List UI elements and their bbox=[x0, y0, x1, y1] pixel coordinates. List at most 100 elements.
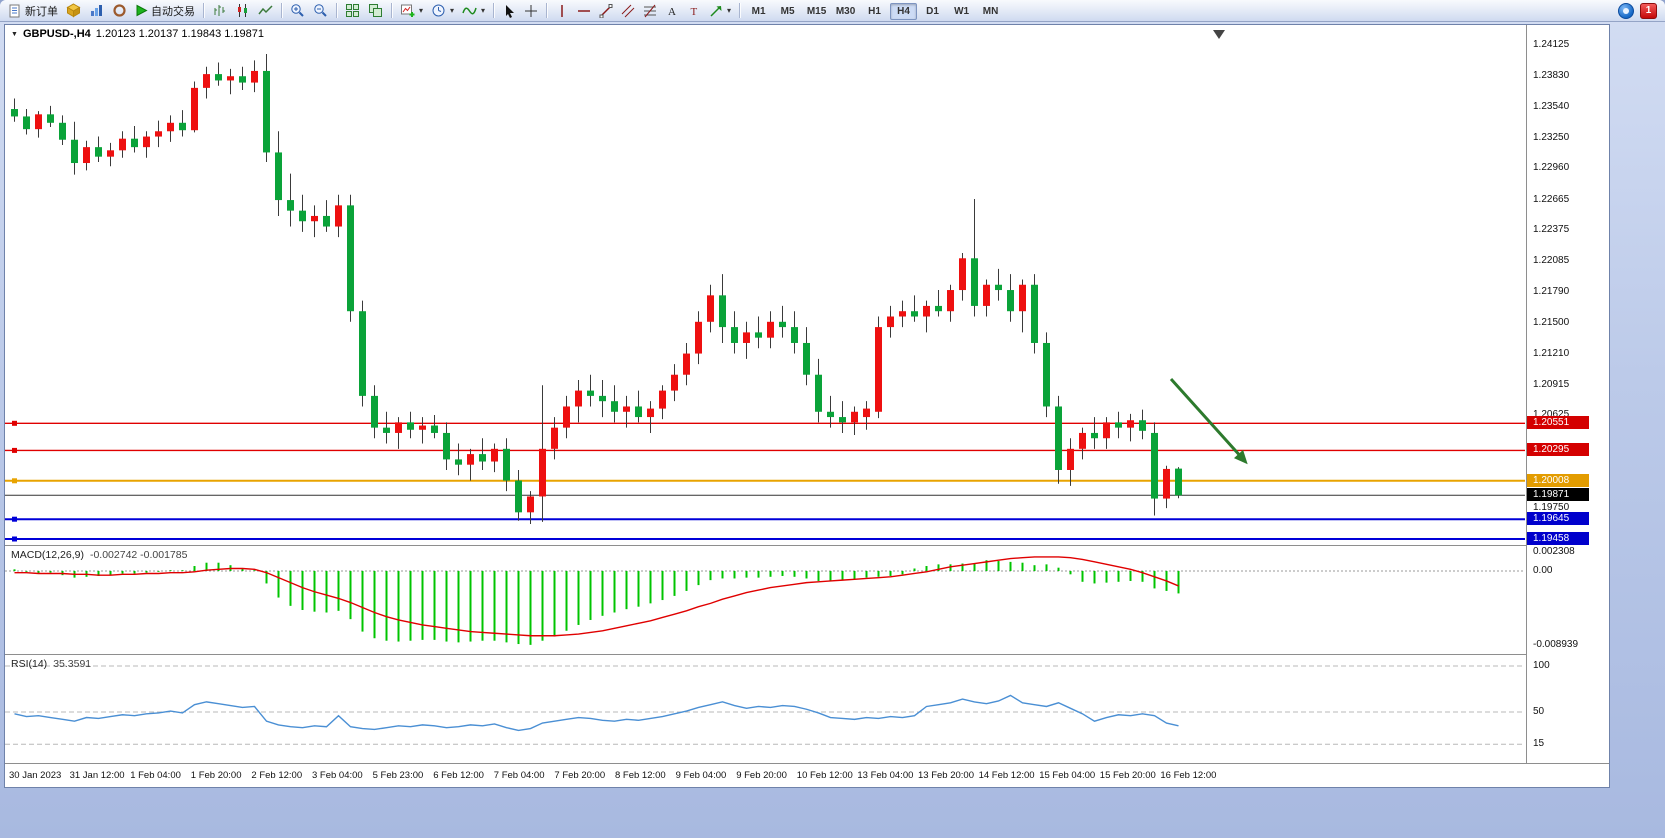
new-order-button[interactable]: 新订单 bbox=[4, 1, 62, 20]
price-tag: 1.20295 bbox=[1527, 443, 1589, 457]
price-tag: 1.20008 bbox=[1527, 473, 1589, 487]
play-icon bbox=[136, 4, 148, 17]
rsi-chart-canvas[interactable] bbox=[5, 656, 1525, 762]
timeframe-mn-button[interactable]: MN bbox=[977, 3, 1004, 20]
tile-windows-icon bbox=[346, 4, 359, 17]
chart-menu-icon[interactable]: ▼ bbox=[11, 30, 18, 38]
timeframe-d1-button[interactable]: D1 bbox=[919, 3, 946, 20]
gold-cube-icon bbox=[66, 3, 81, 18]
label-button[interactable]: T bbox=[683, 1, 705, 20]
time-label: 8 Feb 12:00 bbox=[615, 770, 666, 781]
auto-trading-button[interactable]: 自动交易 bbox=[131, 1, 199, 20]
time-label: 7 Feb 20:00 bbox=[554, 770, 606, 781]
ring-icon bbox=[113, 4, 126, 17]
fibonacci-button[interactable] bbox=[639, 1, 661, 20]
candlestick-type-button[interactable] bbox=[231, 1, 254, 20]
time-label: 7 Feb 04:00 bbox=[493, 770, 545, 781]
svg-text:A: A bbox=[668, 6, 676, 18]
macd-values: -0.002742 -0.001785 bbox=[89, 549, 188, 561]
tile-windows-button[interactable] bbox=[341, 1, 364, 20]
time-label: 14 Feb 12:00 bbox=[978, 770, 1035, 781]
clock-icon bbox=[432, 4, 445, 17]
price-tag: 1.19645 bbox=[1527, 512, 1589, 526]
trendline-icon bbox=[599, 3, 613, 18]
indicators-button[interactable]: ▾ bbox=[458, 1, 489, 20]
label-icon: T bbox=[691, 6, 698, 18]
time-label: 15 Feb 04:00 bbox=[1039, 770, 1096, 781]
macd-axis-label: 0.00 bbox=[1533, 565, 1553, 576]
price-axis-label: 1.23540 bbox=[1533, 100, 1570, 112]
trendline-button[interactable] bbox=[595, 1, 617, 20]
time-label: 1 Feb 20:00 bbox=[190, 770, 242, 781]
channel-button[interactable] bbox=[617, 1, 639, 20]
panel-divider[interactable] bbox=[5, 654, 1609, 655]
community-button[interactable] bbox=[1618, 2, 1634, 19]
bar-chart-icon bbox=[214, 5, 225, 16]
time-label: 1 Feb 04:00 bbox=[130, 770, 181, 781]
channel-icon bbox=[621, 4, 635, 17]
profiles-button[interactable]: ▾ bbox=[427, 1, 458, 20]
price-axis-label: 1.19750 bbox=[1533, 502, 1570, 514]
bar-chart-type-button[interactable] bbox=[208, 1, 231, 20]
arrows-button[interactable]: ▾ bbox=[705, 1, 735, 20]
horizontal-line-button[interactable] bbox=[573, 1, 595, 20]
time-label: 6 Feb 12:00 bbox=[433, 770, 484, 781]
timeframe-h1-button[interactable]: H1 bbox=[861, 3, 888, 20]
text-icon: A bbox=[668, 6, 676, 18]
time-axis[interactable]: 30 Jan 2023 31 Jan 12:00 1 Feb 04:00 1 Feb … bbox=[5, 763, 1609, 787]
price-tag: 1.19871 bbox=[1527, 488, 1589, 502]
indicators-icon bbox=[462, 7, 477, 15]
macd-chart-canvas[interactable] bbox=[5, 547, 1525, 653]
cascade-windows-button[interactable] bbox=[364, 1, 387, 20]
line-chart-type-button[interactable] bbox=[254, 1, 277, 20]
new-chart-button[interactable]: ▾ bbox=[396, 1, 427, 20]
timeframe-m30-button[interactable]: M30 bbox=[832, 3, 859, 20]
time-label: 13 Feb 04:00 bbox=[857, 770, 914, 781]
toolbar-separator bbox=[493, 3, 495, 18]
gold-cube-button[interactable] bbox=[62, 1, 85, 20]
vertical-line-button[interactable] bbox=[551, 1, 573, 20]
text-button[interactable]: A bbox=[661, 1, 683, 20]
dropdown-caret-icon: ▾ bbox=[450, 6, 455, 15]
chart-symbol: GBPUSD-,H4 bbox=[22, 28, 91, 40]
toolbar-separator bbox=[336, 3, 337, 18]
rsi-name: RSI(14) bbox=[11, 658, 48, 670]
cursor-button[interactable] bbox=[498, 1, 520, 20]
macd-name: MACD(12,26,9) bbox=[11, 549, 84, 561]
macd-label: MACD(12,26,9) -0.002742 -0.001785 bbox=[11, 549, 187, 561]
time-label: 30 Jan 2023 bbox=[9, 770, 62, 781]
price-axis-label: 1.24125 bbox=[1533, 39, 1570, 50]
new-chart-icon bbox=[401, 4, 415, 17]
auto-trading-label: 自动交易 bbox=[151, 5, 195, 18]
arrow-tool-icon bbox=[710, 5, 722, 17]
price-axis-label: 1.22665 bbox=[1533, 193, 1570, 205]
record-button[interactable] bbox=[108, 1, 131, 20]
timeframe-m1-button[interactable]: M1 bbox=[745, 3, 772, 20]
zoom-out-button[interactable] bbox=[309, 1, 332, 20]
timeframe-w1-button[interactable]: W1 bbox=[948, 3, 975, 20]
time-label: 15 Feb 20:00 bbox=[1099, 770, 1156, 781]
notifications-button[interactable]: 1 bbox=[1640, 2, 1657, 19]
stats-button[interactable] bbox=[85, 1, 108, 20]
panel-divider[interactable] bbox=[5, 545, 1609, 546]
price-axis-label: 1.20915 bbox=[1533, 378, 1570, 390]
price-chart-canvas[interactable] bbox=[5, 25, 1525, 545]
timeframe-m5-button[interactable]: M5 bbox=[774, 3, 801, 20]
rsi-value: 35.3591 bbox=[53, 658, 92, 670]
price-axis[interactable]: 1.24125 1.23830 1.23540 1.23250 1.22960 1.226… bbox=[1526, 25, 1609, 763]
chart-ohlc: 1.20123 1.20137 1.19843 1.19871 bbox=[95, 28, 264, 40]
crosshair-icon bbox=[525, 4, 538, 17]
vertical-line-icon bbox=[561, 4, 563, 17]
time-label: 16 Feb 12:00 bbox=[1160, 770, 1217, 781]
crosshair-button[interactable] bbox=[520, 1, 542, 20]
timeframe-h4-button[interactable]: H4 bbox=[890, 3, 918, 20]
toolbar-separator bbox=[203, 3, 204, 18]
new-order-icon bbox=[9, 4, 20, 17]
candlestick-icon bbox=[238, 4, 247, 17]
toolbar-right-icons: 1 bbox=[1618, 2, 1661, 19]
rsi-axis-label: 100 bbox=[1533, 660, 1550, 671]
timeframe-m15-button[interactable]: M15 bbox=[803, 3, 830, 20]
price-axis-label: 1.23830 bbox=[1533, 70, 1570, 82]
zoom-in-button[interactable] bbox=[286, 1, 309, 20]
